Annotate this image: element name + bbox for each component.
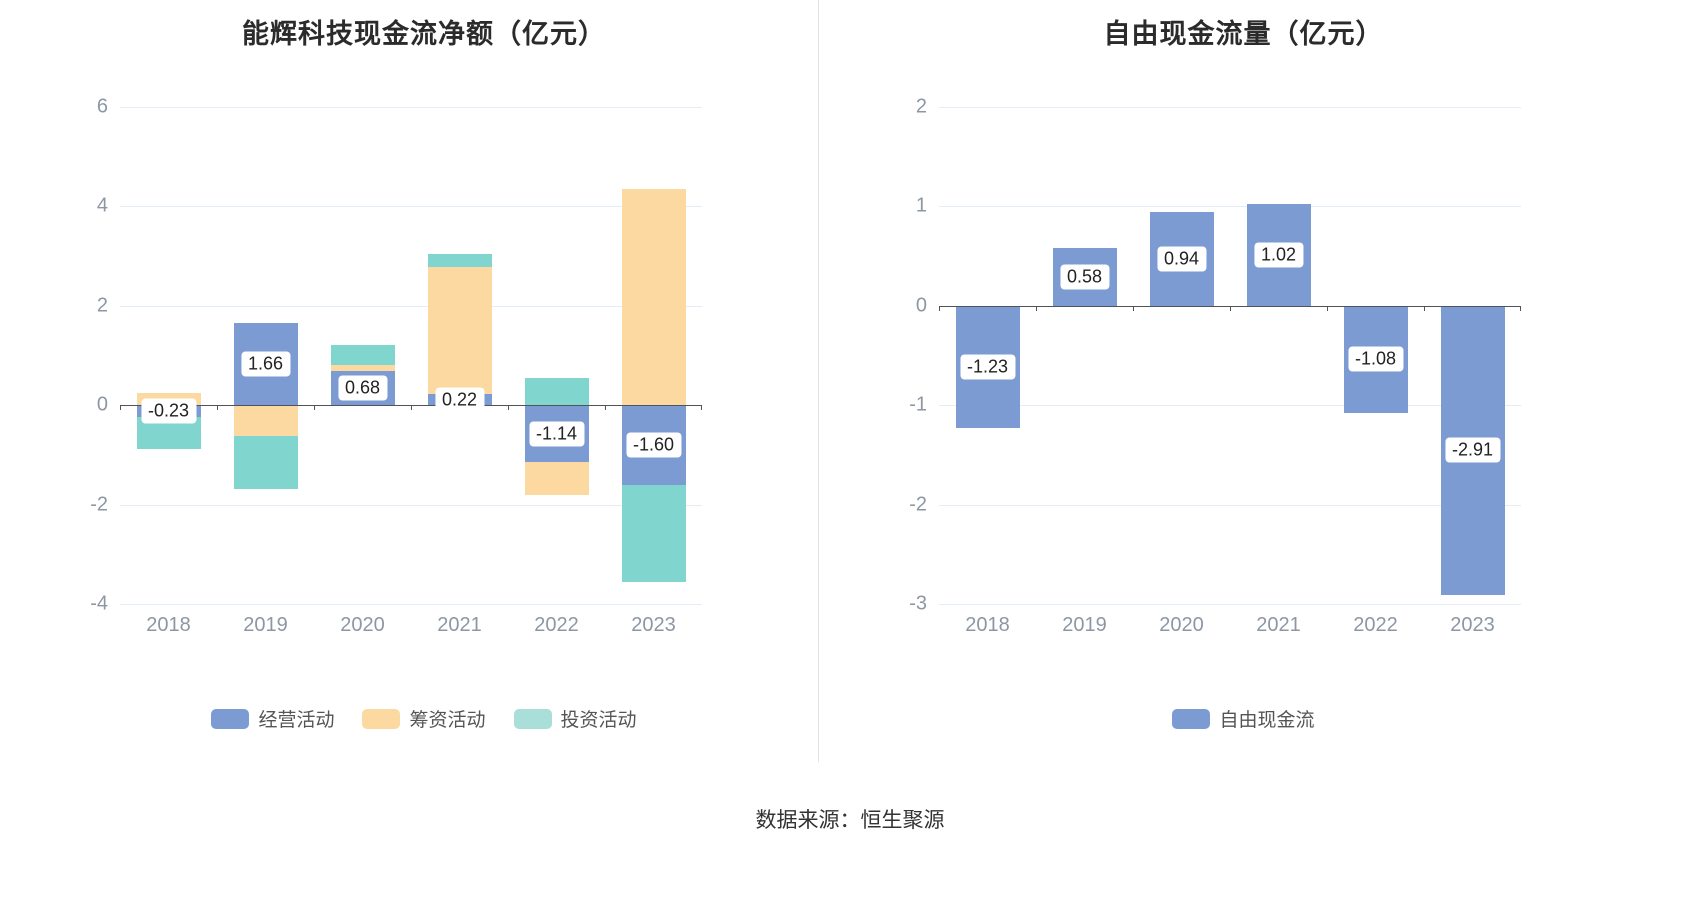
- y-axis-tick-label: 4: [96, 194, 108, 217]
- left-chart-plot-area: -0.23 1.66 0.68 0.22 -1.14 -1.60: [120, 107, 702, 605]
- legend-item-financing[interactable]: 筹资活动: [362, 705, 486, 732]
- x-axis-tick: [1133, 305, 1134, 311]
- x-axis-label-2018: 2018: [146, 614, 191, 636]
- legend-item-free-cash-flow[interactable]: 自由现金流: [1172, 705, 1315, 732]
- gridline: [939, 604, 1521, 605]
- y-axis-tick-label: -1: [909, 393, 927, 416]
- y-axis-tick-label: -3: [909, 592, 927, 615]
- x-axis-tick: [120, 405, 121, 411]
- x-axis-tick: [1327, 305, 1328, 311]
- legend-label-investing: 投资活动: [560, 710, 637, 731]
- x-axis-label-2023: 2023: [631, 614, 676, 636]
- value-label-free-cash-flow-2018: -1.23: [959, 354, 1016, 380]
- gridline: [939, 504, 1521, 506]
- value-label-free-cash-flow-2022: -1.08: [1347, 346, 1404, 372]
- x-axis-label-2018: 2018: [965, 614, 1010, 636]
- charts-container: 能辉科技现金流净额（亿元） 6 4 2 0 -2 -4 -0.23 1.66 0.68 0.22…: [30, 0, 1638, 762]
- y-axis-tick-label: 6: [96, 95, 108, 118]
- x-axis-label-2022: 2022: [1353, 614, 1398, 636]
- legend-swatch-investing: [513, 708, 552, 729]
- right-chart-legend: 自由现金流: [849, 705, 1638, 732]
- x-axis-tick: [939, 305, 940, 311]
- x-axis-label-2019: 2019: [243, 614, 288, 636]
- bar-investing-2020[interactable]: [330, 345, 395, 365]
- x-axis-label-2022: 2022: [534, 614, 579, 636]
- y-axis-tick-label: -2: [909, 493, 927, 516]
- bar-financing-2020[interactable]: [330, 364, 395, 372]
- legend-swatch-operating: [211, 708, 250, 729]
- gridline: [120, 604, 702, 605]
- legend-item-investing[interactable]: 投资活动: [513, 705, 637, 732]
- x-axis-tick: [1520, 305, 1521, 311]
- gridline: [939, 107, 1521, 108]
- legend-label-financing: 筹资活动: [409, 710, 486, 731]
- x-axis-label-2020: 2020: [340, 614, 385, 636]
- gridline: [939, 206, 1521, 208]
- free-cashflow-chart-panel: 自由现金流量（亿元） 2 1 0 -1 -2 -3 -1.23 0.58 0.94 1.02 -1…: [849, 0, 1638, 762]
- y-axis-tick-label: 2: [96, 294, 108, 317]
- gridline: [939, 405, 1521, 407]
- bar-investing-2022[interactable]: [524, 377, 589, 406]
- x-axis-label-2023: 2023: [1450, 614, 1495, 636]
- value-label-operating-2020: 0.68: [337, 375, 388, 401]
- y-axis-tick-label: -2: [90, 493, 108, 516]
- bar-financing-2023[interactable]: [621, 189, 686, 406]
- y-axis-tick-label: 0: [96, 393, 108, 416]
- bar-financing-2019[interactable]: [233, 405, 298, 436]
- gridline: [120, 504, 702, 506]
- x-axis-label-2019: 2019: [1062, 614, 1107, 636]
- x-axis-tick: [701, 405, 702, 411]
- y-axis-tick-label: 0: [915, 294, 927, 317]
- x-axis-tick: [217, 405, 218, 411]
- x-axis-tick: [605, 405, 606, 411]
- gridline: [120, 206, 702, 208]
- left-chart-legend: 经营活动 筹资活动 投资活动: [30, 705, 818, 732]
- bar-investing-2023[interactable]: [621, 484, 686, 582]
- x-axis-label-2021: 2021: [437, 614, 482, 636]
- gridline: [120, 305, 702, 307]
- cashflow-net-chart-panel: 能辉科技现金流净额（亿元） 6 4 2 0 -2 -4 -0.23 1.66 0.68 0.22…: [30, 0, 819, 762]
- y-axis-tick-label: -4: [90, 592, 108, 615]
- x-axis-label-2020: 2020: [1159, 614, 1204, 636]
- left-y-axis: 6 4 2 0 -2 -4: [30, 96, 108, 615]
- bar-financing-2021[interactable]: [427, 267, 492, 395]
- value-label-operating-2021: 0.22: [434, 387, 485, 413]
- value-label-free-cash-flow-2020: 0.94: [1156, 246, 1207, 272]
- value-label-free-cash-flow-2021: 1.02: [1253, 242, 1304, 268]
- right-chart-title: 自由现金流量（亿元）: [1103, 19, 1384, 49]
- bar-investing-2019[interactable]: [233, 436, 298, 489]
- x-axis-tick: [411, 405, 412, 411]
- right-y-axis: 2 1 0 -1 -2 -3: [849, 96, 927, 615]
- right-x-axis: 2018 2019 2020 2021 2022 2023: [939, 614, 1521, 640]
- x-axis-tick: [314, 405, 315, 411]
- x-axis-label-2021: 2021: [1256, 614, 1301, 636]
- value-label-operating-2023: -1.60: [625, 432, 682, 458]
- legend-item-operating[interactable]: 经营活动: [211, 705, 334, 732]
- y-axis-tick-label: 2: [915, 95, 927, 118]
- value-label-operating-2018: -0.23: [140, 398, 197, 424]
- data-source-text: 数据来源：恒生聚源: [755, 809, 945, 832]
- value-label-operating-2019: 1.66: [240, 351, 291, 377]
- x-axis-tick: [508, 405, 509, 411]
- gridline: [120, 107, 702, 108]
- bar-investing-2021[interactable]: [427, 254, 492, 268]
- left-chart-title: 能辉科技现金流净额（亿元）: [242, 19, 606, 49]
- legend-label-operating: 经营活动: [258, 710, 335, 731]
- legend-swatch-financing: [362, 708, 401, 729]
- legend-swatch-free-cash-flow: [1172, 708, 1211, 729]
- value-label-free-cash-flow-2019: 0.58: [1059, 264, 1110, 290]
- x-axis-tick: [1036, 305, 1037, 311]
- right-chart-plot-area: -1.23 0.58 0.94 1.02 -1.08 -2.91: [939, 107, 1521, 605]
- legend-label-free-cash-flow: 自由现金流: [1219, 710, 1315, 731]
- x-axis-tick: [1230, 305, 1231, 311]
- y-axis-tick-label: 1: [915, 194, 927, 217]
- value-label-free-cash-flow-2023: -2.91: [1444, 437, 1501, 463]
- bar-financing-2022[interactable]: [524, 461, 589, 495]
- value-label-operating-2022: -1.14: [528, 421, 585, 447]
- left-x-axis: 2018 2019 2020 2021 2022 2023: [120, 614, 702, 640]
- x-axis-tick: [1424, 305, 1425, 311]
